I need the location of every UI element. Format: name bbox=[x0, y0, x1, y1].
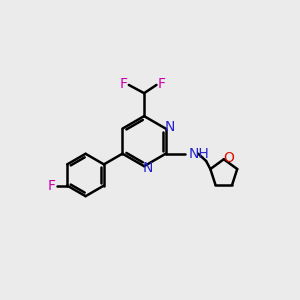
Text: F: F bbox=[158, 77, 166, 91]
Text: F: F bbox=[119, 77, 128, 91]
Text: NH: NH bbox=[188, 147, 209, 161]
Text: F: F bbox=[48, 178, 56, 193]
Text: O: O bbox=[223, 151, 234, 165]
Text: N: N bbox=[143, 161, 153, 175]
Text: N: N bbox=[165, 120, 175, 134]
